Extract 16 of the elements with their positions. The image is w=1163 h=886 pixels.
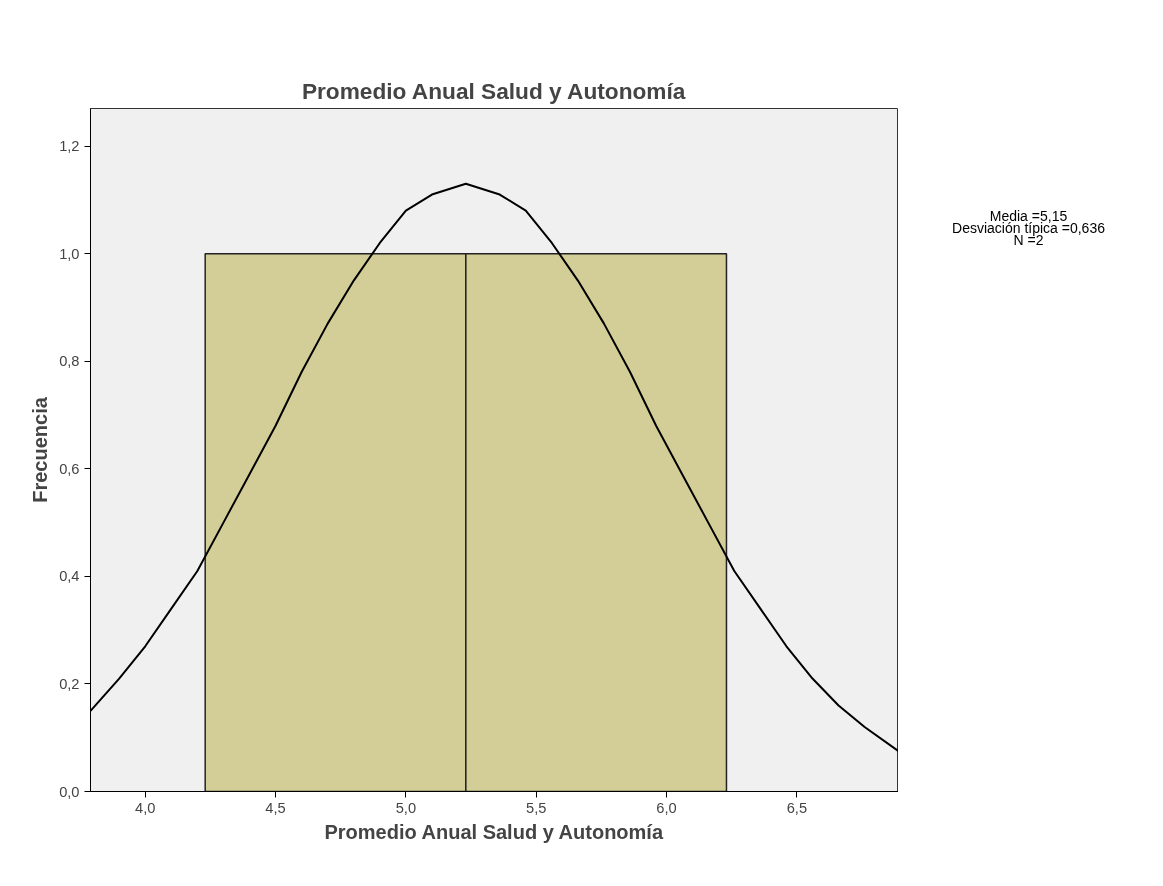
y-tick-label: 1,0 (59, 245, 80, 262)
x-tick-label: 4,0 (135, 799, 156, 816)
x-tick-label: 6,0 (656, 799, 677, 816)
x-axis-title: Promedio Anual Salud y Autonomía (324, 820, 664, 843)
y-tick-label: 0,8 (59, 353, 80, 370)
y-axis-title: Frecuencia (29, 396, 52, 503)
y-tick-label: 0,2 (59, 675, 80, 692)
y-tick-label: 1,2 (59, 138, 80, 155)
x-tick-label: 5,5 (526, 799, 547, 816)
y-tick-label: 0,6 (59, 460, 80, 477)
x-tick-label: 5,0 (395, 799, 417, 816)
chart-title: Promedio Anual Salud y Autonomía (301, 77, 686, 104)
y-tick-label: 0,0 (59, 783, 80, 800)
y-tick-label: 0,4 (59, 568, 80, 585)
x-tick-label: 6,5 (786, 799, 808, 816)
x-tick-label: 4,5 (265, 799, 286, 816)
